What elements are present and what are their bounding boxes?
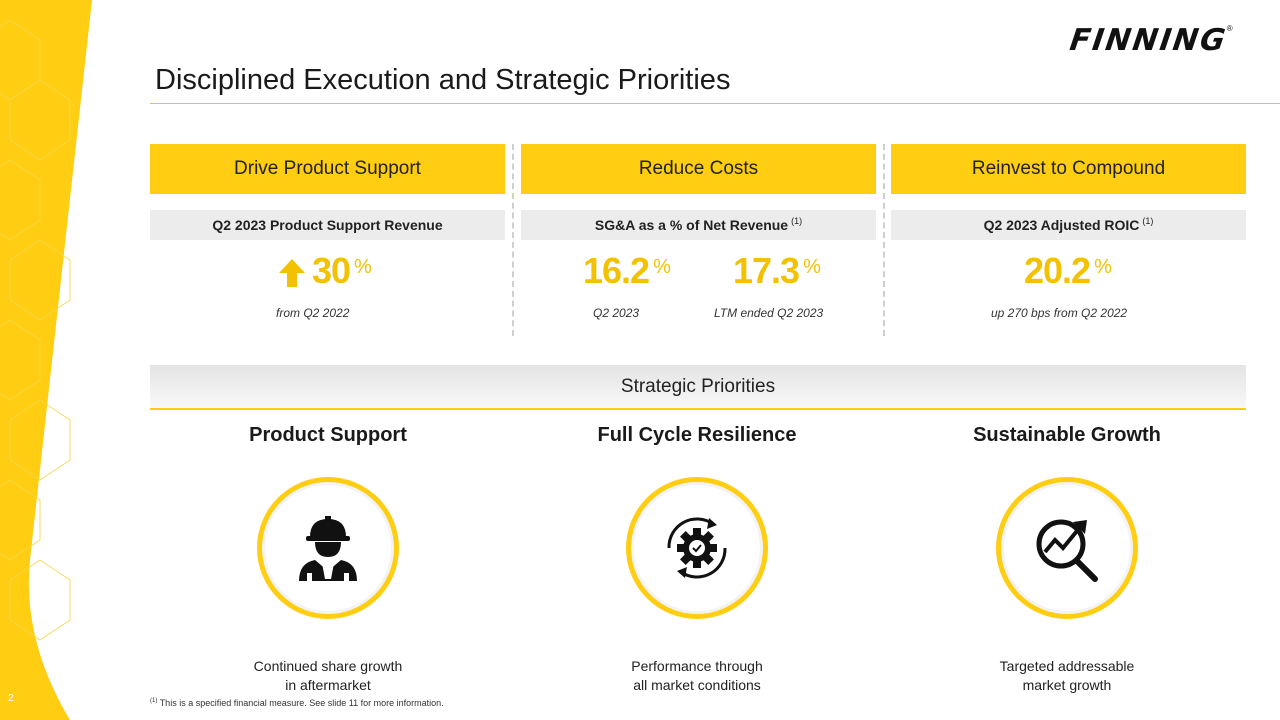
column-header: Reinvest to Compound	[891, 144, 1246, 194]
sga-ltm-value: 17.3%	[733, 250, 821, 292]
title-rule	[150, 103, 1280, 104]
value-number: 20.2	[1024, 250, 1091, 291]
priority-title: Product Support	[249, 424, 407, 446]
description-line: all market conditions	[633, 677, 761, 693]
description-line: Performance through	[631, 658, 763, 674]
strategic-priorities-heading: Strategic Priorities	[620, 375, 776, 397]
value-unit: %	[803, 256, 821, 278]
priority-title: Sustainable Growth	[973, 424, 1161, 446]
column-header: Reduce Costs	[521, 144, 876, 194]
sga-q2-value: 16.2%	[583, 250, 671, 292]
priority-sustainable-growth: Sustainable Growth Targeted addressable …	[887, 424, 1247, 695]
description-line: Continued share growth	[253, 658, 403, 674]
footnote: (1) This is a specified financial measur…	[150, 698, 444, 708]
growth-magnifier-icon	[1036, 519, 1098, 582]
priority-description: Performance through all market condition…	[597, 657, 797, 695]
column-header: Drive Product Support	[150, 144, 505, 194]
column-reinvest-to-compound: Reinvest to Compound Q2 2023 Adjusted RO…	[891, 144, 1246, 240]
footnote-marker: (1)	[1142, 216, 1154, 226]
value-number: 17.3	[733, 250, 800, 291]
priority-full-cycle-resilience: Full Cycle Resilience	[517, 424, 877, 695]
priority-icon-circle	[626, 477, 768, 619]
value-unit: %	[354, 256, 372, 278]
priority-icon-circle	[996, 477, 1138, 619]
description-line: market growth	[1022, 677, 1112, 693]
metric-label-text: Q2 2023 Adjusted ROIC	[983, 217, 1140, 233]
priority-product-support: Product Support Continued share growth i…	[148, 424, 508, 695]
value-caption: from Q2 2022	[276, 306, 350, 320]
priority-description: Continued share growth in aftermarket	[228, 657, 428, 695]
gear-cycle-icon	[667, 517, 727, 579]
decorative-side-band	[0, 0, 130, 720]
footnote-marker: (1)	[791, 216, 803, 226]
value-unit: %	[1094, 256, 1112, 278]
priority-icon-circle	[257, 477, 399, 619]
worker-icon	[299, 516, 357, 581]
metric-label-text: SG&A as a % of Net Revenue	[594, 217, 789, 233]
metric-label-text: Q2 2023 Product Support Revenue	[212, 217, 443, 233]
description-line: in aftermarket	[285, 677, 371, 693]
column-divider	[883, 144, 885, 336]
value-unit: %	[653, 256, 671, 278]
value-number: 30	[312, 250, 351, 291]
roic-value: 20.2%	[1024, 250, 1112, 292]
metric-label: SG&A as a % of Net Revenue (1)	[521, 210, 876, 240]
priority-description: Targeted addressable market growth	[967, 657, 1167, 695]
value-number: 16.2	[583, 250, 650, 291]
column-reduce-costs: Reduce Costs SG&A as a % of Net Revenue(…	[521, 144, 876, 240]
slide-title: Disciplined Execution and Strategic Prio…	[155, 64, 731, 96]
slide-number: 2	[8, 693, 14, 704]
registered-mark: ®	[1226, 24, 1233, 33]
strategic-priorities-band: Strategic Priorities	[150, 365, 1246, 410]
footnote-marker: (1)	[150, 698, 158, 704]
metric-label: Q2 2023 Adjusted ROIC (1)	[891, 210, 1246, 240]
value-caption: Q2 2023	[593, 306, 640, 320]
footnote-text: This is a specified financial measure. S…	[159, 698, 444, 708]
column-drive-product-support: Drive Product Support Q2 2023 Product Su…	[150, 144, 505, 240]
product-support-growth-value: 30%	[312, 250, 372, 292]
finning-logo: FINNING®	[1067, 23, 1260, 58]
description-line: Targeted addressable	[999, 658, 1135, 674]
metric-label: Q2 2023 Product Support Revenue	[150, 210, 505, 240]
logo-wordmark: FINNING	[1067, 23, 1230, 58]
priority-title: Full Cycle Resilience	[597, 424, 797, 446]
up-arrow-icon	[279, 259, 305, 287]
value-caption: LTM ended Q2 2023	[714, 306, 824, 320]
value-caption: up 270 bps from Q2 2022	[991, 306, 1128, 320]
column-divider	[512, 144, 514, 336]
